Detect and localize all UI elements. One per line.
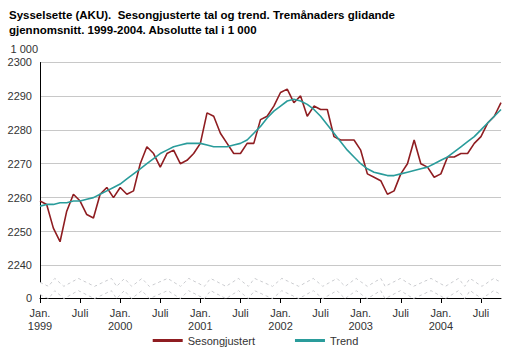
svg-text:0: 0 xyxy=(26,292,32,304)
svg-text:Trend: Trend xyxy=(330,335,358,347)
svg-text:2004: 2004 xyxy=(429,320,453,332)
svg-text:2003: 2003 xyxy=(348,320,372,332)
svg-text:Juli: Juli xyxy=(232,307,249,319)
svg-text:2240: 2240 xyxy=(8,259,32,271)
svg-text:2250: 2250 xyxy=(8,226,32,238)
svg-text:Juli: Juli xyxy=(152,307,169,319)
svg-text:1 000: 1 000 xyxy=(10,43,38,55)
svg-text:Juli: Juli xyxy=(312,307,329,319)
svg-text:Sysselsette (AKU). Sesongjust: Sysselsette (AKU). Sesongjusterte tal og… xyxy=(9,9,395,21)
svg-text:Jan.: Jan. xyxy=(430,307,451,319)
svg-text:2260: 2260 xyxy=(8,192,32,204)
svg-text:Sesongjustert: Sesongjustert xyxy=(188,335,255,347)
svg-text:Jan.: Jan. xyxy=(110,307,131,319)
svg-text:Jan.: Jan. xyxy=(30,307,51,319)
svg-text:Jan.: Jan. xyxy=(350,307,371,319)
svg-text:Jan.: Jan. xyxy=(190,307,211,319)
svg-text:2001: 2001 xyxy=(188,320,212,332)
svg-text:2002: 2002 xyxy=(268,320,292,332)
svg-text:Juli: Juli xyxy=(72,307,89,319)
svg-text:2300: 2300 xyxy=(8,56,32,68)
svg-text:2270: 2270 xyxy=(8,158,32,170)
svg-text:Jan.: Jan. xyxy=(270,307,291,319)
svg-text:gjennomsnitt. 1999-2004. Absol: gjennomsnitt. 1999-2004. Absolutte tal i… xyxy=(9,24,257,36)
svg-text:Juli: Juli xyxy=(473,307,490,319)
svg-text:2290: 2290 xyxy=(8,90,32,102)
svg-text:1999: 1999 xyxy=(28,320,52,332)
svg-text:2000: 2000 xyxy=(108,320,132,332)
svg-text:2280: 2280 xyxy=(8,124,32,136)
svg-text:Juli: Juli xyxy=(393,307,410,319)
